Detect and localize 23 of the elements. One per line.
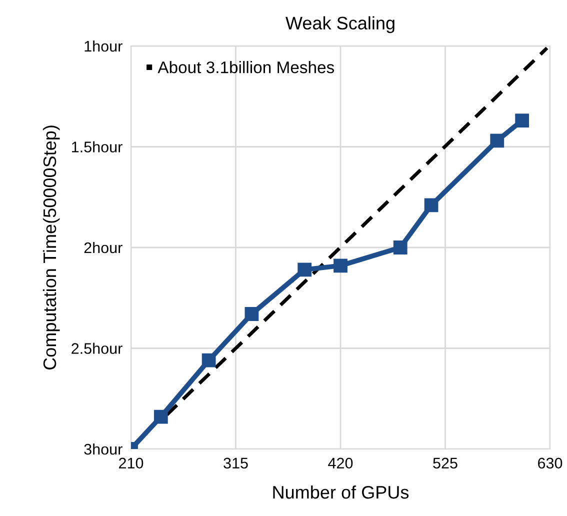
x-tick-label: 315 xyxy=(224,458,248,469)
x-tick-label: 210 xyxy=(119,458,144,469)
chart-title: Weak Scaling xyxy=(286,16,394,34)
x-tick-label: 630 xyxy=(538,458,562,469)
x-tick-label: 420 xyxy=(328,458,353,469)
y-tick-label: 2.5hour xyxy=(72,342,122,354)
point xyxy=(490,134,504,148)
point xyxy=(202,353,216,368)
point xyxy=(154,410,168,424)
point xyxy=(424,198,438,212)
y-tick-label: 3hour xyxy=(84,443,122,455)
y-tick-label: 1hour xyxy=(84,40,122,52)
y-axis-title: Computation Time(50000Step) xyxy=(42,126,60,370)
x-tick-label: 525 xyxy=(433,458,458,469)
point xyxy=(393,240,408,254)
y-tick-label: 1.5hour xyxy=(72,141,122,152)
point xyxy=(515,114,530,128)
legend-label: About 3.1billion Meshes xyxy=(158,61,334,74)
x-axis-title: Number of GPUs xyxy=(273,485,409,499)
y-tick-label: 2hour xyxy=(84,242,122,254)
point xyxy=(334,258,348,273)
point xyxy=(298,262,312,277)
point xyxy=(244,307,259,321)
